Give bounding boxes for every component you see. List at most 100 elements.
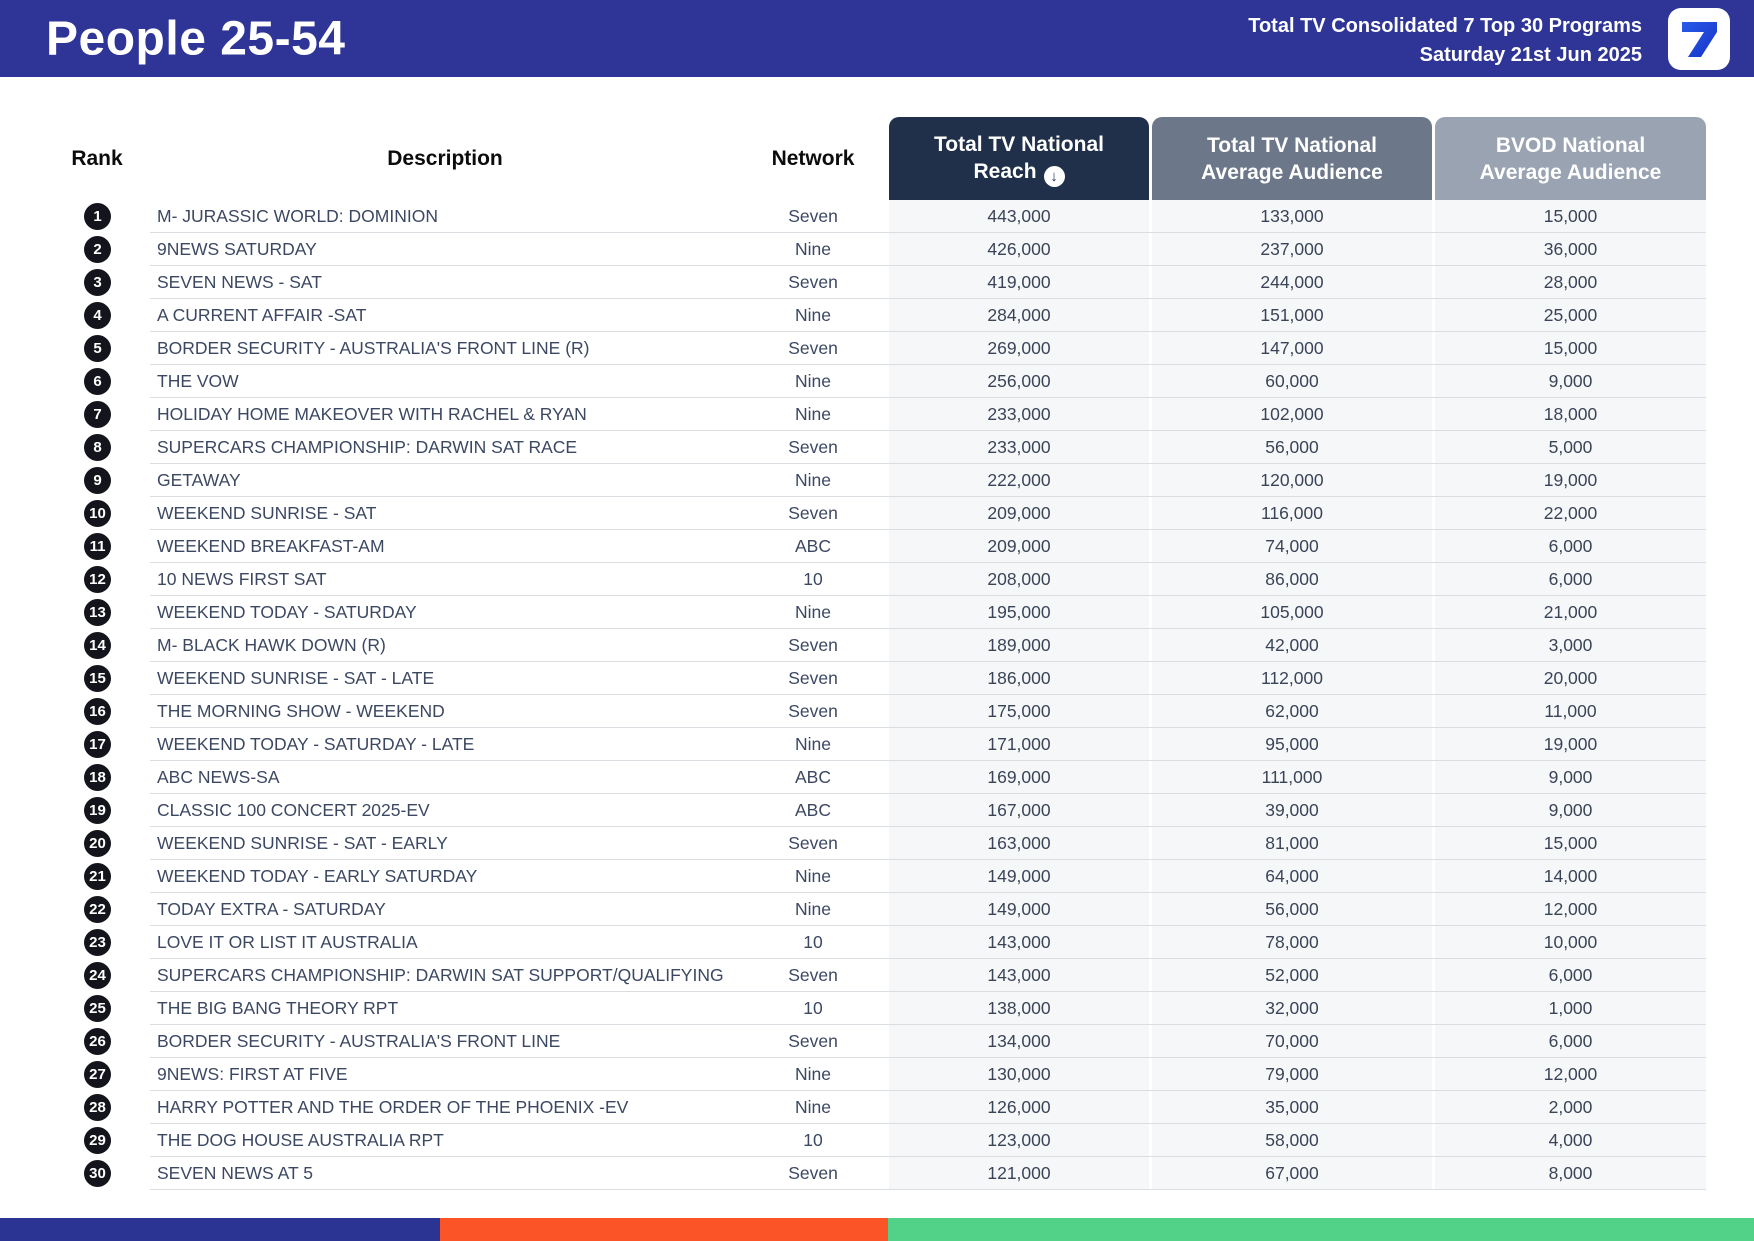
rank-badge: 13 bbox=[84, 599, 111, 626]
row-separator bbox=[150, 529, 1706, 530]
description-cell: BORDER SECURITY - AUSTRALIA'S FRONT LINE bbox=[157, 1031, 561, 1051]
bvod-cell: 19,000 bbox=[1435, 728, 1706, 761]
row-separator bbox=[150, 991, 1706, 992]
reach-header-line1: Total TV National bbox=[934, 132, 1104, 156]
rank-badge: 8 bbox=[84, 434, 111, 461]
rank-badge: 9 bbox=[84, 467, 111, 494]
avg-audience-cell: 32,000 bbox=[1152, 992, 1432, 1025]
network-cell: ABC bbox=[795, 536, 831, 556]
description-cell: WEEKEND SUNRISE - SAT - EARLY bbox=[157, 833, 448, 853]
avg-audience-cell: 81,000 bbox=[1152, 827, 1432, 860]
table-row: 419,000 244,000 28,000 3 SEVEN NEWS - SAT Sev… bbox=[0, 266, 1754, 299]
description-cell: THE MORNING SHOW - WEEKEND bbox=[157, 701, 445, 721]
bvod-cell: 20,000 bbox=[1435, 662, 1706, 695]
rank-badge: 4 bbox=[84, 302, 111, 329]
row-separator bbox=[150, 1024, 1706, 1025]
avg-audience-cell: 112,000 bbox=[1152, 662, 1432, 695]
avg-audience-cell: 79,000 bbox=[1152, 1058, 1432, 1091]
row-separator bbox=[150, 661, 1706, 662]
bvod-cell: 10,000 bbox=[1435, 926, 1706, 959]
row-separator bbox=[150, 1189, 1706, 1190]
avg-audience-cell: 116,000 bbox=[1152, 497, 1432, 530]
page-title: People 25-54 bbox=[46, 12, 346, 65]
table-row: 222,000 120,000 19,000 9 GETAWAY Nine bbox=[0, 464, 1754, 497]
bvod-cell: 28,000 bbox=[1435, 266, 1706, 299]
report-date: Saturday 21st Jun 2025 bbox=[1419, 44, 1642, 66]
row-separator bbox=[150, 826, 1706, 827]
description-cell: ABC NEWS-SA bbox=[157, 767, 280, 787]
reach-cell: 186,000 bbox=[889, 662, 1149, 695]
network-cell: Nine bbox=[795, 602, 831, 622]
row-separator bbox=[150, 496, 1706, 497]
rank-badge: 6 bbox=[84, 368, 111, 395]
column-header-description: Description bbox=[387, 146, 503, 170]
footer-bar-segment-green bbox=[887, 1218, 1754, 1241]
row-separator bbox=[150, 463, 1706, 464]
bvod-cell: 15,000 bbox=[1435, 827, 1706, 860]
reach-cell: 121,000 bbox=[889, 1157, 1149, 1190]
bvod-cell: 6,000 bbox=[1435, 530, 1706, 563]
rank-badge: 27 bbox=[84, 1061, 111, 1088]
bvod-cell: 25,000 bbox=[1435, 299, 1706, 332]
network-cell: Seven bbox=[788, 206, 838, 226]
header-banner: People 25-54 Total TV Consolidated 7 Top… bbox=[0, 0, 1754, 77]
network-cell: Seven bbox=[788, 701, 838, 721]
avg-audience-cell: 105,000 bbox=[1152, 596, 1432, 629]
table-row: 123,000 58,000 4,000 29 THE DOG HOUSE AUSTRA… bbox=[0, 1124, 1754, 1157]
table-row: 209,000 74,000 6,000 11 WEEKEND BREAKFAST-AM… bbox=[0, 530, 1754, 563]
reach-cell: 209,000 bbox=[889, 497, 1149, 530]
network-cell: Nine bbox=[795, 866, 831, 886]
rank-badge: 22 bbox=[84, 896, 111, 923]
description-cell: SUPERCARS CHAMPIONSHIP: DARWIN SAT RACE bbox=[157, 437, 578, 457]
reach-cell: 167,000 bbox=[889, 794, 1149, 827]
network-cell: Seven bbox=[788, 1163, 838, 1183]
row-separator bbox=[150, 397, 1706, 398]
reach-cell: 208,000 bbox=[889, 563, 1149, 596]
column-header-bvod-average-audience[interactable]: BVOD National Average Audience bbox=[1435, 117, 1706, 200]
avg-audience-cell: 35,000 bbox=[1152, 1091, 1432, 1124]
description-cell: WEEKEND TODAY - SATURDAY - LATE bbox=[157, 734, 475, 754]
network-cell: 10 bbox=[803, 932, 823, 952]
bvod-cell: 36,000 bbox=[1435, 233, 1706, 266]
reach-cell: 175,000 bbox=[889, 695, 1149, 728]
row-separator bbox=[150, 1090, 1706, 1091]
avg-audience-cell: 74,000 bbox=[1152, 530, 1432, 563]
description-cell: A CURRENT AFFAIR -SAT bbox=[157, 305, 367, 325]
network-cell: Nine bbox=[795, 470, 831, 490]
footer-bar-segment-blue bbox=[0, 1218, 441, 1241]
column-header-rank: Rank bbox=[71, 146, 123, 170]
description-cell: WEEKEND BREAKFAST-AM bbox=[157, 536, 385, 556]
column-header-total-tv-average-audience[interactable]: Total TV National Average Audience bbox=[1152, 117, 1432, 200]
row-separator bbox=[150, 793, 1706, 794]
bvod-cell: 12,000 bbox=[1435, 893, 1706, 926]
table-row: 195,000 105,000 21,000 13 WEEKEND TODAY - SA… bbox=[0, 596, 1754, 629]
table-row: 126,000 35,000 2,000 28 HARRY POTTER AND THE… bbox=[0, 1091, 1754, 1124]
description-cell: WEEKEND TODAY - SATURDAY bbox=[157, 602, 417, 622]
avg-audience-cell: 64,000 bbox=[1152, 860, 1432, 893]
table-row: 256,000 60,000 9,000 6 THE VOW Nine bbox=[0, 365, 1754, 398]
description-cell: M- BLACK HAWK DOWN (R) bbox=[157, 635, 386, 655]
row-separator bbox=[150, 1156, 1706, 1157]
row-separator bbox=[150, 958, 1706, 959]
bvod-cell: 6,000 bbox=[1435, 1025, 1706, 1058]
rank-badge: 2 bbox=[84, 236, 111, 263]
avg-audience-cell: 60,000 bbox=[1152, 365, 1432, 398]
row-separator bbox=[150, 628, 1706, 629]
reach-cell: 222,000 bbox=[889, 464, 1149, 497]
description-cell: 9NEWS: FIRST AT FIVE bbox=[157, 1064, 348, 1084]
reach-cell: 169,000 bbox=[889, 761, 1149, 794]
bvod-cell: 12,000 bbox=[1435, 1058, 1706, 1091]
table-row: 233,000 102,000 18,000 7 HOLIDAY HOME MAKEOV… bbox=[0, 398, 1754, 431]
bvod-cell: 2,000 bbox=[1435, 1091, 1706, 1124]
table-row: 143,000 78,000 10,000 23 LOVE IT OR LIST IT … bbox=[0, 926, 1754, 959]
bvod-cell: 9,000 bbox=[1435, 761, 1706, 794]
column-header-total-tv-reach[interactable]: Total TV National Reach ↓ bbox=[889, 117, 1149, 200]
table-row: 175,000 62,000 11,000 16 THE MORNING SHOW - … bbox=[0, 695, 1754, 728]
reach-cell: 123,000 bbox=[889, 1124, 1149, 1157]
table-row: 186,000 112,000 20,000 15 WEEKEND SUNRISE - … bbox=[0, 662, 1754, 695]
description-cell: 10 NEWS FIRST SAT bbox=[157, 569, 327, 589]
row-separator bbox=[150, 925, 1706, 926]
sort-descending-icon[interactable]: ↓ bbox=[1043, 165, 1065, 187]
description-cell: SEVEN NEWS - SAT bbox=[157, 272, 322, 292]
network-cell: Seven bbox=[788, 668, 838, 688]
